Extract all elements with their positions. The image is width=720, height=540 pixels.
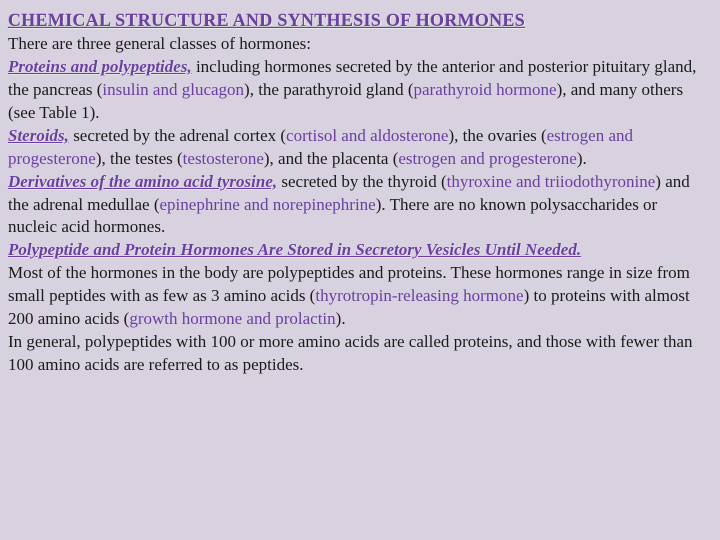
subhead-storage: Polypeptide and Protein Hormones Are Sto… bbox=[8, 240, 581, 259]
text: ), the parathyroid gland ( bbox=[244, 80, 413, 99]
term-testosterone: testosterone bbox=[183, 149, 264, 168]
text: ), the ovaries ( bbox=[448, 126, 546, 145]
term-parathyroid-hormone: parathyroid hormone bbox=[414, 80, 557, 99]
term-trh: thyrotropin-releasing hormone bbox=[315, 286, 523, 305]
text: ). bbox=[336, 309, 346, 328]
slide-body: CHEMICAL STRUCTURE AND SYNTHESIS OF HORM… bbox=[8, 8, 710, 377]
term-gh-prolactin: growth hormone and prolactin bbox=[129, 309, 335, 328]
term-cortisol-aldosterone: cortisol and aldosterone bbox=[286, 126, 448, 145]
term-thyroxine-triiodothyronine: thyroxine and triiodothyronine bbox=[447, 172, 656, 191]
text: secreted by the adrenal cortex ( bbox=[69, 126, 286, 145]
subhead-steroids: Steroids, bbox=[8, 126, 69, 145]
text: secreted by the thyroid ( bbox=[277, 172, 446, 191]
section-proteins: Proteins and polypeptides, including hor… bbox=[8, 56, 710, 125]
subhead-proteins: Proteins and polypeptides, bbox=[8, 57, 192, 76]
section-storage-body2: In general, polypeptides with 100 or mor… bbox=[8, 331, 710, 377]
intro-line: There are three general classes of hormo… bbox=[8, 33, 710, 56]
section-tyrosine: Derivatives of the amino acid tyrosine, … bbox=[8, 171, 710, 240]
term-insulin-glucagon: insulin and glucagon bbox=[102, 80, 244, 99]
term-estrogen-progesterone-placenta: estrogen and progesterone bbox=[398, 149, 576, 168]
slide-title: CHEMICAL STRUCTURE AND SYNTHESIS OF HORM… bbox=[8, 10, 525, 30]
section-steroids: Steroids, secreted by the adrenal cortex… bbox=[8, 125, 710, 171]
section-storage-head: Polypeptide and Protein Hormones Are Sto… bbox=[8, 239, 710, 262]
subhead-tyrosine: Derivatives of the amino acid tyrosine, bbox=[8, 172, 277, 191]
text: ). bbox=[577, 149, 587, 168]
section-storage-body1: Most of the hormones in the body are pol… bbox=[8, 262, 710, 331]
term-epinephrine-norepinephrine: epinephrine and norepinephrine bbox=[160, 195, 376, 214]
text: ), the testes ( bbox=[96, 149, 183, 168]
text: ), and the placenta ( bbox=[264, 149, 399, 168]
title-line: CHEMICAL STRUCTURE AND SYNTHESIS OF HORM… bbox=[8, 8, 710, 33]
